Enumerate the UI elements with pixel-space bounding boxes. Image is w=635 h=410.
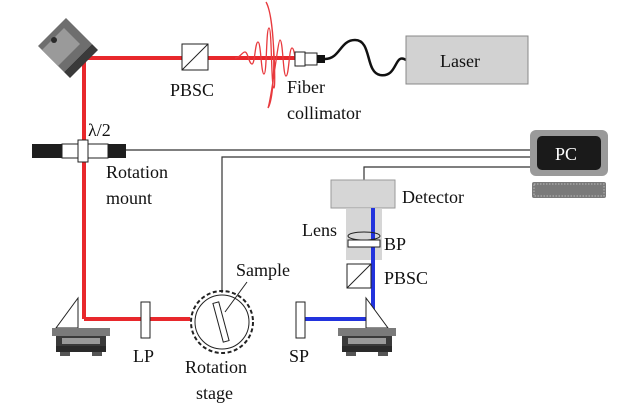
lp-label: LP bbox=[133, 346, 154, 366]
rotation-mount-label-2: mount bbox=[106, 188, 152, 208]
detector-box bbox=[330, 179, 396, 209]
lp-filter bbox=[140, 301, 151, 339]
rotation-stage-label-2: stage bbox=[196, 383, 233, 403]
lens-label: Lens bbox=[302, 220, 337, 240]
bottom-left-mirror bbox=[52, 296, 110, 356]
rotation-mount-label-1: Rotation bbox=[106, 162, 168, 182]
rotation-stage bbox=[190, 290, 254, 354]
bottom-right-mirror bbox=[338, 296, 396, 356]
sp-label: SP bbox=[289, 346, 309, 366]
rotation-stage-label-1: Rotation bbox=[185, 357, 247, 377]
half-wave-plate-label: λ/2 bbox=[88, 120, 111, 140]
fiber-collimator-label-2: collimator bbox=[287, 103, 361, 123]
sample-label: Sample bbox=[236, 260, 290, 280]
sample-slide bbox=[212, 301, 230, 343]
control-cables bbox=[126, 149, 530, 293]
sp-filter bbox=[295, 301, 306, 339]
pbsc-right-label: PBSC bbox=[384, 268, 428, 288]
fiber-collimator bbox=[294, 51, 325, 67]
pc-label: PC bbox=[555, 144, 577, 164]
sample-pointer bbox=[224, 281, 248, 313]
rotation-mount bbox=[32, 139, 126, 163]
bandpass-filter bbox=[347, 239, 381, 248]
bp-label: BP bbox=[384, 234, 406, 254]
pbsc-top-cube bbox=[181, 43, 209, 71]
detector-label: Detector bbox=[402, 187, 464, 207]
optical-fiber bbox=[324, 38, 407, 77]
fiber-collimator-label-1: Fiber bbox=[287, 77, 325, 97]
pbsc-top-label: PBSC bbox=[170, 80, 214, 100]
pbsc-right-cube bbox=[346, 263, 372, 289]
top-left-mirror bbox=[38, 18, 98, 78]
laser-box bbox=[405, 35, 529, 85]
pc-computer bbox=[530, 130, 608, 198]
laser-label: Laser bbox=[440, 51, 480, 71]
lens-tube bbox=[346, 208, 382, 260]
